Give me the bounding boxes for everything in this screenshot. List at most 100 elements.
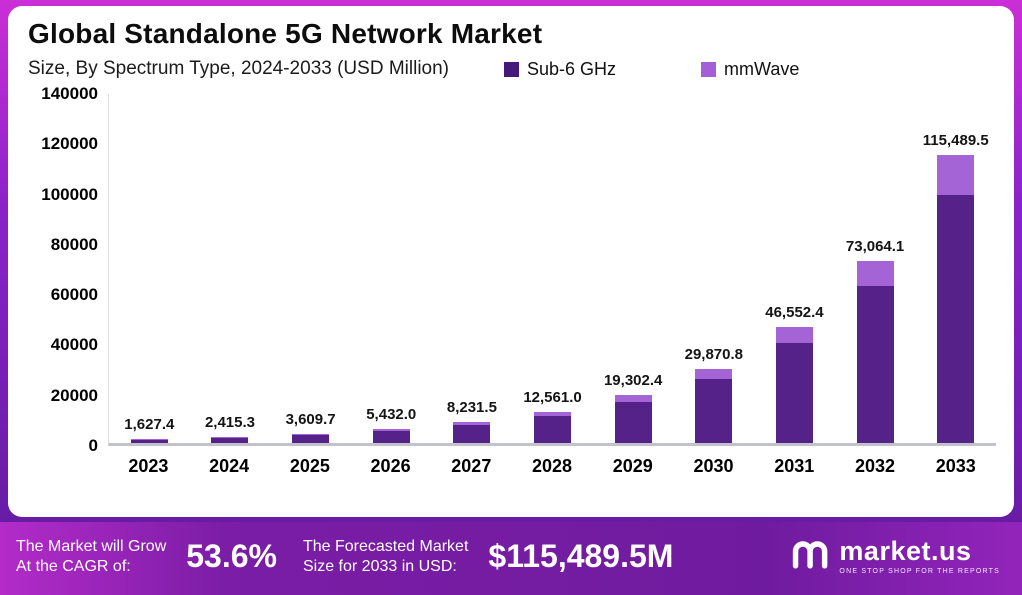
stacked-bar bbox=[614, 394, 652, 443]
stacked-bar bbox=[856, 260, 894, 443]
bar-value-label: 19,302.4 bbox=[603, 371, 663, 389]
page-title: Global Standalone 5G Network Market bbox=[28, 18, 543, 49]
legend-swatch bbox=[504, 61, 519, 77]
bar-mmwave-segment bbox=[292, 434, 330, 436]
bar-mmwave-segment bbox=[130, 438, 168, 440]
bar-value-label: 1,627.4 bbox=[124, 415, 175, 433]
bar-column: 115,489.5 bbox=[915, 94, 996, 443]
x-axis: 2023 2024 2025 2026 2027 2028 2029 2030 2031 2032… bbox=[108, 456, 996, 477]
bar-value-label: 8,231.5 bbox=[446, 399, 497, 417]
bar-sub6-segment bbox=[372, 431, 410, 443]
stacked-bar bbox=[211, 436, 249, 443]
bar-sub6-segment bbox=[534, 416, 572, 443]
brand-tagline: ONE STOP SHOP FOR THE REPORTS bbox=[839, 568, 1000, 575]
cagr-value: 53.6% bbox=[186, 538, 277, 574]
chart-legend: Sub-6 GHz mmWave bbox=[504, 59, 799, 80]
forecast-label: The Forecasted Market Size for 2033 in U… bbox=[303, 537, 468, 575]
bar-sub6-segment bbox=[695, 378, 733, 443]
y-tick-label: 40000 bbox=[50, 335, 98, 355]
bar-mmwave-segment bbox=[534, 411, 572, 417]
brand-name: market.us bbox=[839, 536, 972, 566]
legend-label: mmWave bbox=[724, 58, 800, 79]
bar-sub6-segment bbox=[211, 437, 249, 443]
plot-wrap: 1,627.4 2,415.3 3,609.7 5,432.0 8,231.5 12,56… bbox=[108, 94, 996, 511]
y-axis: 0 20000 40000 60000 80000 100000 120000 140000 bbox=[28, 84, 108, 455]
stacked-bar bbox=[937, 155, 975, 443]
x-tick-label: 2029 bbox=[612, 456, 653, 476]
x-tick-label: 2033 bbox=[935, 456, 976, 476]
forecast-label-line2: Size for 2033 in USD: bbox=[302, 557, 457, 575]
x-tick-label: 2027 bbox=[451, 456, 492, 476]
bar-value-label: 12,561.0 bbox=[523, 388, 582, 406]
stacked-bar bbox=[534, 411, 572, 443]
stacked-bar bbox=[775, 326, 813, 443]
x-tick-label: 2031 bbox=[774, 456, 815, 476]
bar-value-label: 3,609.7 bbox=[285, 411, 336, 429]
brand-text: market.us ONE STOP SHOP FOR THE REPORTS bbox=[839, 536, 1000, 576]
chart-card: Global Standalone 5G Network Market Size… bbox=[8, 6, 1014, 517]
y-tick-label: 20000 bbox=[50, 385, 98, 405]
x-tick-label: 2030 bbox=[693, 456, 734, 476]
market-us-logo-icon bbox=[791, 537, 831, 576]
chart-subtitle: Size, By Spectrum Type, 2024-2033 (USD M… bbox=[28, 58, 449, 79]
bar-value-label: 5,432.0 bbox=[366, 406, 417, 424]
bar-mmwave-segment bbox=[211, 436, 249, 438]
bar-sub6-segment bbox=[614, 401, 652, 443]
bar-column: 73,064.1 bbox=[835, 94, 916, 443]
brand-logo: market.us ONE STOP SHOP FOR THE REPORTS bbox=[791, 537, 1000, 576]
bar-mmwave-segment bbox=[937, 155, 975, 196]
y-tick-label: 80000 bbox=[50, 234, 98, 254]
bar-sub6-segment bbox=[856, 286, 894, 443]
bar-mmwave-segment bbox=[695, 368, 733, 379]
bar-column: 5,432.0 bbox=[351, 94, 432, 443]
bar-value-label: 29,870.8 bbox=[684, 345, 743, 363]
bar-column: 29,870.8 bbox=[673, 94, 754, 443]
stacked-bar bbox=[292, 434, 330, 443]
forecast-label-line1: The Forecasted Market bbox=[302, 538, 469, 556]
bar-column: 8,231.5 bbox=[432, 94, 513, 443]
bar-sub6-segment bbox=[775, 343, 813, 443]
bar-mmwave-segment bbox=[614, 394, 652, 402]
bar-sub6-segment bbox=[937, 195, 975, 443]
bar-sub6-segment bbox=[453, 425, 491, 443]
bar-column: 46,552.4 bbox=[754, 94, 835, 443]
bar-value-label: 2,415.3 bbox=[204, 413, 255, 431]
bar-sub6-segment bbox=[130, 439, 168, 443]
cagr-label-line2: At the CAGR of: bbox=[16, 557, 131, 575]
x-tick-label: 2026 bbox=[370, 456, 411, 476]
bar-value-label: 46,552.4 bbox=[765, 303, 824, 321]
subtitle-row: Size, By Spectrum Type, 2024-2033 (USD M… bbox=[28, 58, 996, 80]
x-tick-label: 2032 bbox=[854, 456, 895, 476]
legend-item: mmWave bbox=[701, 59, 799, 80]
bar-value-label: 73,064.1 bbox=[845, 237, 905, 255]
bar-mmwave-segment bbox=[453, 422, 491, 426]
stacked-bar bbox=[130, 438, 168, 443]
y-tick-label: 60000 bbox=[50, 285, 98, 305]
stacked-bar bbox=[372, 429, 410, 443]
forecast-value: $115,489.5M bbox=[488, 538, 674, 574]
x-tick-label: 2024 bbox=[209, 456, 250, 476]
bar-value-label: 115,489.5 bbox=[922, 132, 989, 150]
stacked-bar bbox=[453, 422, 491, 443]
x-tick-label: 2023 bbox=[128, 456, 169, 476]
legend-swatch bbox=[701, 61, 717, 77]
bar-mmwave-segment bbox=[856, 260, 894, 287]
bar-column: 12,561.0 bbox=[512, 94, 593, 443]
bar-column: 2,415.3 bbox=[190, 94, 271, 443]
y-tick-label: 120000 bbox=[41, 134, 98, 154]
cagr-label-line1: The Market will Grow bbox=[16, 538, 167, 556]
legend-item: Sub-6 GHz bbox=[504, 59, 616, 80]
plot-area: 1,627.4 2,415.3 3,609.7 5,432.0 8,231.5 12,56… bbox=[108, 94, 996, 446]
chart-area: 0 20000 40000 60000 80000 100000 120000 140000 … bbox=[28, 84, 996, 511]
bar-sub6-segment bbox=[292, 435, 330, 443]
bar-column: 1,627.4 bbox=[109, 94, 190, 443]
cagr-label: The Market will Grow At the CAGR of: bbox=[16, 537, 166, 575]
x-tick-label: 2028 bbox=[532, 456, 573, 476]
bar-column: 19,302.4 bbox=[593, 94, 674, 443]
legend-label: Sub-6 GHz bbox=[527, 58, 617, 79]
stacked-bar bbox=[695, 368, 733, 443]
bar-mmwave-segment bbox=[372, 429, 410, 432]
y-tick-label: 140000 bbox=[41, 84, 98, 103]
bar-column: 3,609.7 bbox=[270, 94, 351, 443]
